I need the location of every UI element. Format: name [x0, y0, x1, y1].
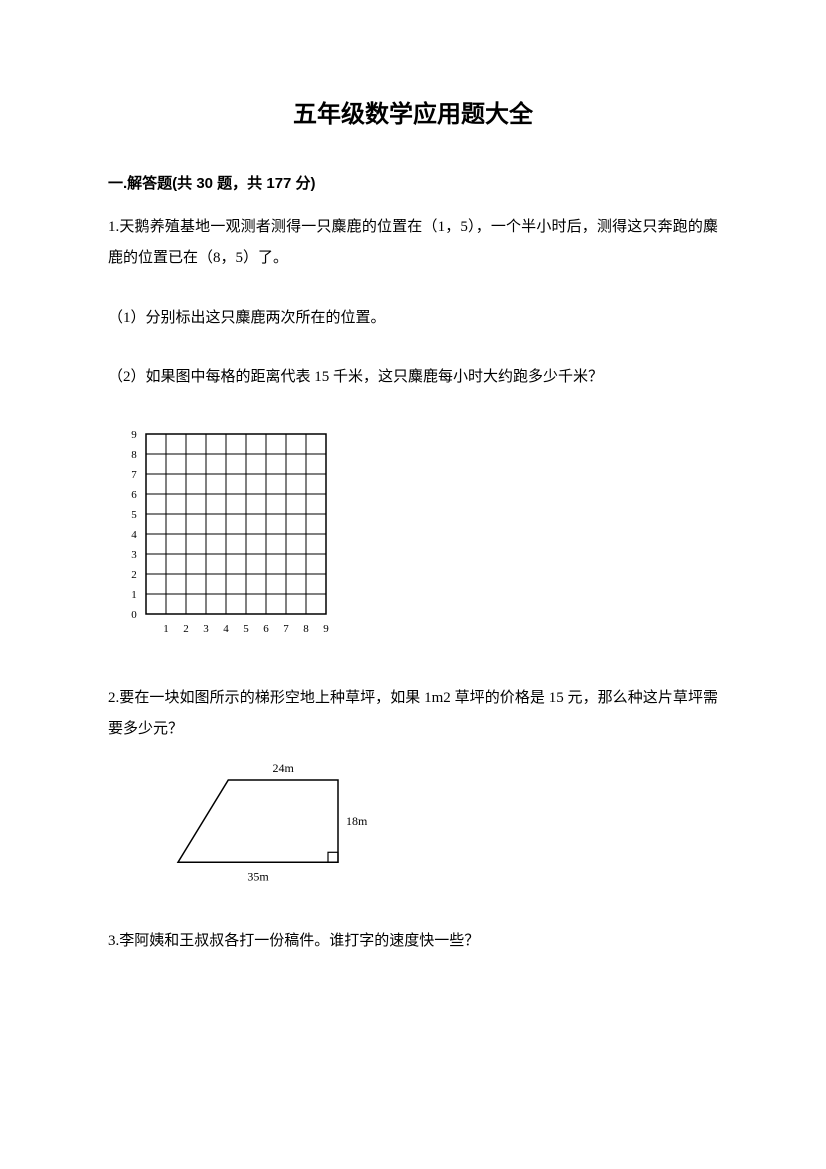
- question-1: 1.天鹅养殖基地一观测者测得一只麋鹿的位置在（1，5），一个半小时后，测得这只奔…: [108, 212, 718, 275]
- trapezoid-figure: 24m 18m 35m: [168, 758, 718, 898]
- question-1-part-1: （1）分别标出这只麋鹿两次所在的位置。: [108, 303, 718, 335]
- question-2: 2.要在一块如图所示的梯形空地上种草坪，如果 1m2 草坪的价格是 15 元，那…: [108, 683, 718, 746]
- svg-text:2: 2: [183, 623, 189, 635]
- svg-text:0: 0: [131, 609, 137, 621]
- svg-text:4: 4: [131, 529, 137, 541]
- svg-text:1: 1: [131, 589, 137, 601]
- svg-text:7: 7: [131, 469, 137, 481]
- grid-figure: 9 8 7 6 5 4 3 2 1 0 1 2 3 4 5 6 7 8 9: [108, 422, 718, 647]
- svg-text:9: 9: [131, 429, 137, 441]
- section-header: 一.解答题(共 30 题，共 177 分): [108, 168, 718, 200]
- svg-text:18m: 18m: [346, 814, 368, 828]
- svg-text:8: 8: [303, 623, 309, 635]
- page-title: 五年级数学应用题大全: [108, 90, 718, 140]
- svg-text:3: 3: [203, 623, 209, 635]
- question-1-part-2: （2）如果图中每格的距离代表 15 千米，这只麋鹿每小时大约跑多少千米？: [108, 362, 718, 394]
- svg-text:7: 7: [283, 623, 289, 635]
- svg-text:3: 3: [131, 549, 137, 561]
- svg-text:5: 5: [131, 509, 137, 521]
- svg-text:6: 6: [263, 623, 269, 635]
- svg-text:4: 4: [223, 623, 229, 635]
- svg-text:35m: 35m: [247, 869, 269, 883]
- svg-text:5: 5: [243, 623, 249, 635]
- svg-text:8: 8: [131, 449, 137, 461]
- svg-text:6: 6: [131, 489, 137, 501]
- svg-text:24m: 24m: [272, 761, 294, 775]
- svg-text:1: 1: [163, 623, 169, 635]
- svg-text:9: 9: [323, 623, 329, 635]
- question-3: 3.李阿姨和王叔叔各打一份稿件。谁打字的速度快一些？: [108, 926, 718, 958]
- svg-text:2: 2: [131, 569, 137, 581]
